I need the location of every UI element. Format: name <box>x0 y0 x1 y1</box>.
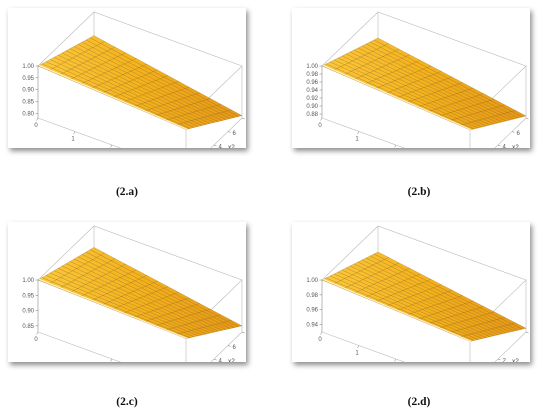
x2-tick-label: 6 <box>233 345 237 351</box>
plot-panel-2d: 1.000.980.960.9401234x1024x2 <box>292 222 530 362</box>
x1-tick-mark <box>357 345 360 349</box>
x2-tick-label: 4 <box>219 145 223 149</box>
plot-panel-2a: 1.000.950.900.850.8001234x102468x2 <box>8 8 246 148</box>
z-tick-label: 0.95 <box>22 293 34 299</box>
x2-axis: 02468x2 <box>497 117 529 149</box>
x2-tick-label: 4 <box>219 359 223 363</box>
box-bottom-front <box>37 331 243 362</box>
z-axis: 1.00 0.95 0.90 0.85 <box>22 278 38 330</box>
x2-tick-label: 4 <box>503 145 507 149</box>
z-tick-label: 0.90 <box>306 104 318 110</box>
x1-tick-label: 0 <box>34 337 38 343</box>
x2-tick-mark <box>213 144 217 147</box>
x1-axis: 01234x1 <box>318 117 397 148</box>
caption-2b: (2.b) <box>407 186 431 198</box>
x1-tick-mark <box>357 131 360 135</box>
z-tick-label: 0.95 <box>22 76 34 82</box>
box-bottom-front <box>321 331 527 362</box>
z-tick-label: 0.88 <box>306 112 318 118</box>
x1-tick-label: 1 <box>355 137 359 143</box>
surface-mesh <box>321 251 527 342</box>
x2-tick-mark <box>497 358 501 361</box>
x2-tick-mark <box>213 358 217 361</box>
z-tick-label: 1.00 <box>306 278 318 284</box>
x2-tick-mark <box>227 345 231 347</box>
z-tick-label: 0.90 <box>22 88 34 94</box>
surface-highlight <box>38 278 188 339</box>
x2-tick-label: 6 <box>233 131 237 137</box>
x2-tick-mark <box>227 131 231 133</box>
x1-tick-label: 0 <box>318 123 322 129</box>
z-tick-label: 0.94 <box>306 88 318 94</box>
surface-highlight <box>322 64 472 131</box>
x1-tick-mark <box>394 144 397 148</box>
x2-axis: 02468x2 <box>213 117 245 149</box>
z-tick-label: 0.85 <box>22 99 34 105</box>
x2-axis: 024x2 <box>497 331 529 363</box>
z-tick-label: 0.92 <box>306 96 318 102</box>
x2-axis-label: x2 <box>512 144 519 148</box>
x2-tick-mark <box>525 331 529 334</box>
surface-mesh <box>37 247 243 339</box>
x1-tick-mark <box>110 144 113 148</box>
x1-tick-mark <box>320 331 323 335</box>
z-tick-label: 1.00 <box>306 64 318 70</box>
surface-highlight <box>38 64 188 130</box>
x1-tick-label: 0 <box>34 123 38 129</box>
surface-highlight <box>322 278 472 342</box>
x1-axis: 01234x1 <box>34 117 113 148</box>
z-axis: 1.00 0.98 0.96 0.94 <box>306 278 322 329</box>
plot-panel-2c: 1.000.950.900.850510x102468x2 <box>8 222 246 362</box>
surface-plot-2b: 1.000.980.960.940.920.900.8801234x102468… <box>306 11 529 149</box>
caption-2c: (2.c) <box>116 396 138 408</box>
x1-tick-label: 1 <box>71 137 75 143</box>
x1-tick-mark <box>36 331 39 335</box>
x2-tick-mark <box>525 117 529 120</box>
x1-tick-mark <box>73 131 76 135</box>
x2-axis-label: x2 <box>512 358 519 362</box>
surface-plot-2d: 1.000.980.960.9401234x1024x2 <box>306 225 529 363</box>
z-tick-label: 0.90 <box>22 309 34 315</box>
x2-tick-mark <box>497 144 501 147</box>
z-tick-label: 0.96 <box>306 308 318 314</box>
x2-axis-label: x2 <box>228 358 235 362</box>
surface-mesh <box>37 35 243 130</box>
caption-2d: (2.d) <box>407 396 431 408</box>
z-tick-label: 1.00 <box>22 64 34 70</box>
z-tick-label: 0.98 <box>306 293 318 299</box>
box-bottom-front <box>321 117 527 148</box>
z-tick-label: 1.00 <box>22 278 34 284</box>
plot-panel-2b: 1.000.980.960.940.920.900.8801234x102468… <box>292 8 530 148</box>
x1-tick-label: 1 <box>355 351 359 357</box>
z-tick-label: 0.96 <box>306 80 318 86</box>
x1-tick-mark <box>36 117 39 121</box>
x1-tick-mark <box>320 117 323 121</box>
z-axis: 1.00 0.98 0.96 0.94 0.92 0.90 0.88 <box>306 64 322 118</box>
x2-tick-label: 6 <box>517 131 521 137</box>
x1-axis: 01234x1 <box>318 331 397 362</box>
z-tick-label: 0.80 <box>22 111 34 117</box>
x1-tick-label: 0 <box>318 337 322 343</box>
z-tick-label: 0.85 <box>22 324 34 330</box>
x2-tick-mark <box>511 131 515 133</box>
caption-2a: (2.a) <box>115 186 139 198</box>
x1-tick-mark <box>394 358 397 362</box>
z-axis: 1.00 0.95 0.90 0.85 0.80 <box>22 64 38 117</box>
x2-axis-label: x2 <box>228 144 235 148</box>
x1-tick-mark <box>110 358 113 362</box>
x2-tick-mark <box>241 117 245 120</box>
box-bottom-front <box>37 117 243 148</box>
surface-plot-2a: 1.000.950.900.850.8001234x102468x2 <box>22 11 245 149</box>
x2-axis: 02468x2 <box>213 331 245 363</box>
surface-mesh <box>321 37 527 131</box>
x2-tick-label: 2 <box>503 359 507 363</box>
z-tick-label: 0.94 <box>306 323 318 329</box>
x2-tick-mark <box>241 331 245 334</box>
x1-axis: 0510x1 <box>34 331 113 362</box>
z-tick-label: 0.98 <box>306 72 318 78</box>
surface-plot-2c: 1.000.950.900.850510x102468x2 <box>22 225 245 363</box>
